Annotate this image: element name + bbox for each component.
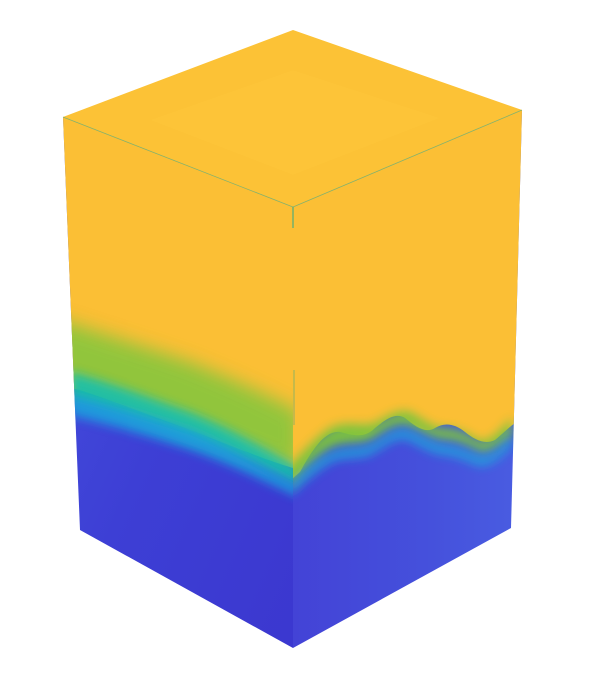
top-face-shade	[150, 70, 440, 175]
interface-green-left	[63, 318, 293, 470]
interface-cyan-left	[70, 395, 293, 498]
upper-fluid-right	[293, 110, 522, 485]
cube-edges	[62, 109, 523, 208]
interface-green-right	[293, 411, 512, 488]
cube-left-face	[63, 117, 293, 648]
